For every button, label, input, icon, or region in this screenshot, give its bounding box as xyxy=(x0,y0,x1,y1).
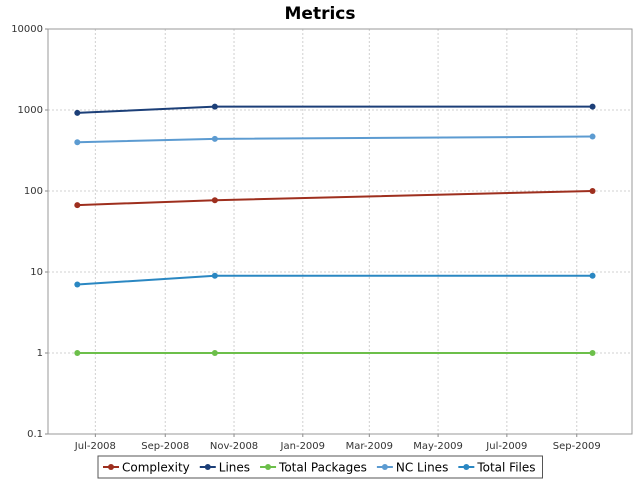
y-tick-label: 1000 xyxy=(18,105,43,116)
legend-marker xyxy=(204,464,211,470)
legend-label: NC Lines xyxy=(396,461,448,475)
point xyxy=(74,139,81,146)
plot-area xyxy=(48,29,632,434)
legend-item: Lines xyxy=(199,461,250,475)
plot-border xyxy=(47,28,633,435)
point xyxy=(211,197,218,204)
point xyxy=(589,103,596,110)
chart-title: Metrics xyxy=(285,4,356,24)
x-tick-label: Sep-2008 xyxy=(141,441,189,452)
y-tick-label: 10 xyxy=(30,267,43,278)
point xyxy=(589,350,596,356)
y-tick-label: 10000 xyxy=(11,24,43,35)
point xyxy=(589,188,596,194)
legend-item: Total Packages xyxy=(260,461,367,475)
legend-marker xyxy=(108,464,114,470)
legend-marker xyxy=(265,464,272,470)
point xyxy=(589,133,596,140)
x-tick-label: Nov-2008 xyxy=(210,441,258,452)
x-tick-label: Jul-2008 xyxy=(74,441,116,452)
legend-item: Complexity xyxy=(103,461,190,475)
y-tick-label: 100 xyxy=(24,186,43,197)
x-tick-label: Mar-2009 xyxy=(346,441,393,452)
y-tick-label: 1 xyxy=(37,348,43,359)
point xyxy=(74,202,81,209)
legend-marker xyxy=(463,464,470,470)
y-tick-label: 0.1 xyxy=(27,429,43,440)
point xyxy=(211,135,218,142)
point xyxy=(211,350,218,356)
legend-item: NC Lines xyxy=(376,461,448,475)
legend-box xyxy=(97,455,543,479)
point xyxy=(211,272,218,279)
x-tick-label: Jul-2009 xyxy=(485,441,527,452)
x-tick-label: May-2009 xyxy=(413,441,463,452)
legend-label: Lines xyxy=(219,461,250,475)
x-tick-label: Sep-2009 xyxy=(553,441,601,452)
point xyxy=(589,272,596,279)
point xyxy=(74,109,81,116)
point xyxy=(74,281,81,288)
legend: Complexity Lines Total Packages NC Lines Tot… xyxy=(97,455,543,479)
point xyxy=(74,350,81,356)
legend-label: Complexity xyxy=(122,461,190,475)
legend-label: Total Files xyxy=(476,461,535,475)
x-tick-label: Jan-2009 xyxy=(280,441,325,452)
point xyxy=(211,103,218,110)
legend-label: Total Packages xyxy=(278,461,367,475)
legend-marker xyxy=(381,464,388,470)
legend-item: Total Files xyxy=(458,461,536,475)
